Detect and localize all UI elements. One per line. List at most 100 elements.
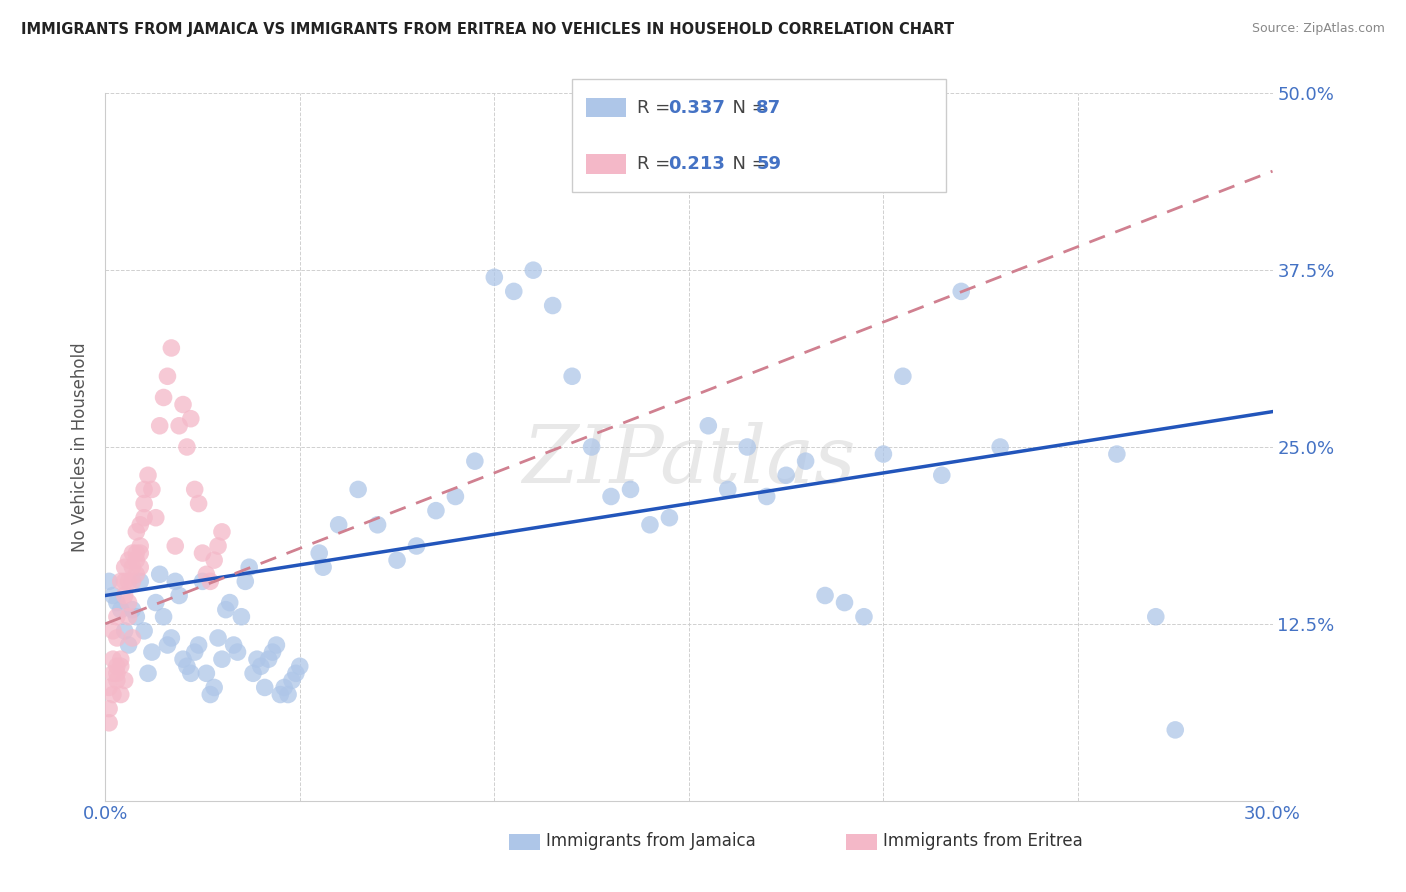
Point xyxy=(242,666,264,681)
Point xyxy=(266,638,288,652)
Point xyxy=(211,652,233,666)
Point xyxy=(117,609,139,624)
Point xyxy=(200,574,222,589)
Point xyxy=(145,510,167,524)
Point xyxy=(231,609,253,624)
Text: Immigrants from Jamaica: Immigrants from Jamaica xyxy=(546,831,755,850)
Point xyxy=(794,454,817,468)
Point xyxy=(110,574,132,589)
Point xyxy=(312,560,335,574)
Point xyxy=(678,114,700,128)
Point xyxy=(717,483,740,497)
Point xyxy=(98,715,121,730)
Point xyxy=(281,673,304,688)
Point xyxy=(200,688,222,702)
Point xyxy=(105,596,128,610)
Point xyxy=(141,483,163,497)
Point xyxy=(172,398,194,412)
Point xyxy=(134,510,156,524)
Point xyxy=(202,681,225,695)
Point xyxy=(187,638,209,652)
Point xyxy=(195,567,218,582)
Point xyxy=(114,589,136,603)
Point xyxy=(405,539,427,553)
Point xyxy=(167,589,190,603)
Point xyxy=(134,483,156,497)
Point xyxy=(222,638,245,652)
Point xyxy=(117,553,139,567)
Point xyxy=(638,517,661,532)
Point xyxy=(988,440,1011,454)
Text: R =: R = xyxy=(637,155,676,173)
Point xyxy=(425,503,447,517)
Point xyxy=(202,553,225,567)
Text: 87: 87 xyxy=(756,98,782,117)
Point xyxy=(834,596,856,610)
Point xyxy=(129,539,152,553)
Point xyxy=(176,440,198,454)
Point xyxy=(152,609,174,624)
Point xyxy=(125,524,148,539)
Point xyxy=(136,468,159,483)
Point xyxy=(114,574,136,589)
Point xyxy=(658,510,681,524)
Point xyxy=(141,645,163,659)
Point xyxy=(101,589,124,603)
Point xyxy=(129,560,152,574)
Text: 0.337: 0.337 xyxy=(668,98,724,117)
Point xyxy=(165,574,187,589)
Point xyxy=(775,468,797,483)
Point xyxy=(211,524,233,539)
Point xyxy=(561,369,583,384)
Point xyxy=(160,631,183,645)
Point xyxy=(117,574,139,589)
Point xyxy=(114,624,136,638)
Point xyxy=(114,560,136,574)
Point xyxy=(105,659,128,673)
Point xyxy=(308,546,330,560)
Point xyxy=(156,369,179,384)
Point xyxy=(145,596,167,610)
Y-axis label: No Vehicles in Household: No Vehicles in Household xyxy=(72,343,89,552)
Point xyxy=(121,574,143,589)
Point xyxy=(98,574,121,589)
Point xyxy=(277,688,299,702)
Point xyxy=(950,285,973,299)
Point xyxy=(755,490,778,504)
Point xyxy=(328,517,350,532)
Point xyxy=(891,369,914,384)
Point xyxy=(238,560,260,574)
Point xyxy=(1164,723,1187,737)
Point xyxy=(180,666,202,681)
Point xyxy=(149,567,172,582)
Point xyxy=(149,418,172,433)
Point xyxy=(931,468,953,483)
Point xyxy=(125,546,148,560)
Point xyxy=(814,589,837,603)
Point xyxy=(125,567,148,582)
Point xyxy=(187,497,209,511)
Point xyxy=(101,688,124,702)
Point xyxy=(464,454,486,468)
Point xyxy=(172,652,194,666)
Point xyxy=(195,666,218,681)
Point xyxy=(735,440,758,454)
Point xyxy=(697,418,720,433)
Point xyxy=(180,411,202,425)
Text: N =: N = xyxy=(721,155,773,173)
Point xyxy=(522,263,544,277)
Point xyxy=(117,596,139,610)
Point xyxy=(257,652,280,666)
Point xyxy=(101,624,124,638)
Point xyxy=(101,666,124,681)
Point xyxy=(347,483,370,497)
Point xyxy=(105,666,128,681)
Text: IMMIGRANTS FROM JAMAICA VS IMMIGRANTS FROM ERITREA NO VEHICLES IN HOUSEHOLD CORR: IMMIGRANTS FROM JAMAICA VS IMMIGRANTS FR… xyxy=(21,22,955,37)
Point xyxy=(273,681,295,695)
Point xyxy=(129,546,152,560)
Point xyxy=(98,701,121,715)
Text: Immigrants from Eritrea: Immigrants from Eritrea xyxy=(883,831,1083,850)
Point xyxy=(121,631,143,645)
Point xyxy=(129,574,152,589)
Point xyxy=(385,553,408,567)
